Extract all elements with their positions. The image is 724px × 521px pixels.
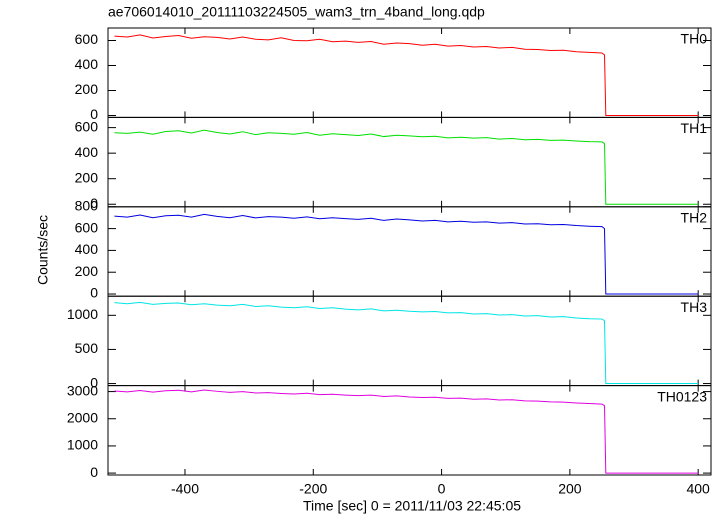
y-tick-label: 400	[75, 56, 99, 72]
y-tick-label: 0	[90, 106, 98, 122]
series-label: TH0	[681, 31, 708, 47]
series-label: TH2	[681, 210, 708, 226]
y-tick-label: 200	[75, 81, 99, 97]
y-tick-label: 0	[90, 374, 98, 390]
panel-frame	[107, 385, 712, 476]
panel-frame	[107, 116, 712, 208]
panel-frame	[107, 27, 712, 118]
y-tick-label: 400	[75, 144, 99, 160]
y-tick-label: 200	[75, 263, 99, 279]
y-tick-label: 2000	[67, 409, 98, 425]
data-line	[114, 213, 699, 295]
series-label: TH1	[681, 120, 708, 136]
y-tick-label: 500	[75, 340, 99, 356]
y-tick-label: 800	[75, 198, 99, 214]
y-tick-label: 1000	[67, 306, 98, 322]
data-line	[114, 301, 699, 385]
series-label: TH3	[681, 299, 708, 315]
x-tick-label: 200	[558, 481, 582, 497]
data-line	[114, 129, 699, 205]
y-tick-label: 600	[75, 118, 99, 134]
data-line	[114, 389, 699, 474]
data-line	[114, 34, 699, 117]
x-tick-label: 400	[686, 481, 710, 497]
y-tick-label: 0	[90, 285, 98, 301]
x-tick-label: 0	[438, 481, 446, 497]
y-tick-label: 200	[75, 169, 99, 185]
y-tick-label: 3000	[67, 382, 98, 398]
y-tick-label: 600	[75, 31, 99, 47]
panel-frame	[107, 295, 712, 387]
chart-title: ae706014010_20111103224505_wam3_trn_4ban…	[108, 4, 485, 20]
x-axis-label: Time [sec] 0 = 2011/11/03 22:45:05	[303, 498, 521, 514]
y-tick-label: 0	[90, 195, 98, 211]
y-tick-label: 600	[75, 219, 99, 235]
y-axis-label: Counts/sec	[35, 215, 51, 285]
y-tick-label: 0	[90, 464, 98, 480]
y-tick-label: 400	[75, 241, 99, 257]
y-tick-label: 1000	[67, 437, 98, 453]
series-label: TH0123	[657, 388, 707, 404]
x-tick-label: -400	[171, 481, 199, 497]
x-tick-label: -200	[299, 481, 327, 497]
